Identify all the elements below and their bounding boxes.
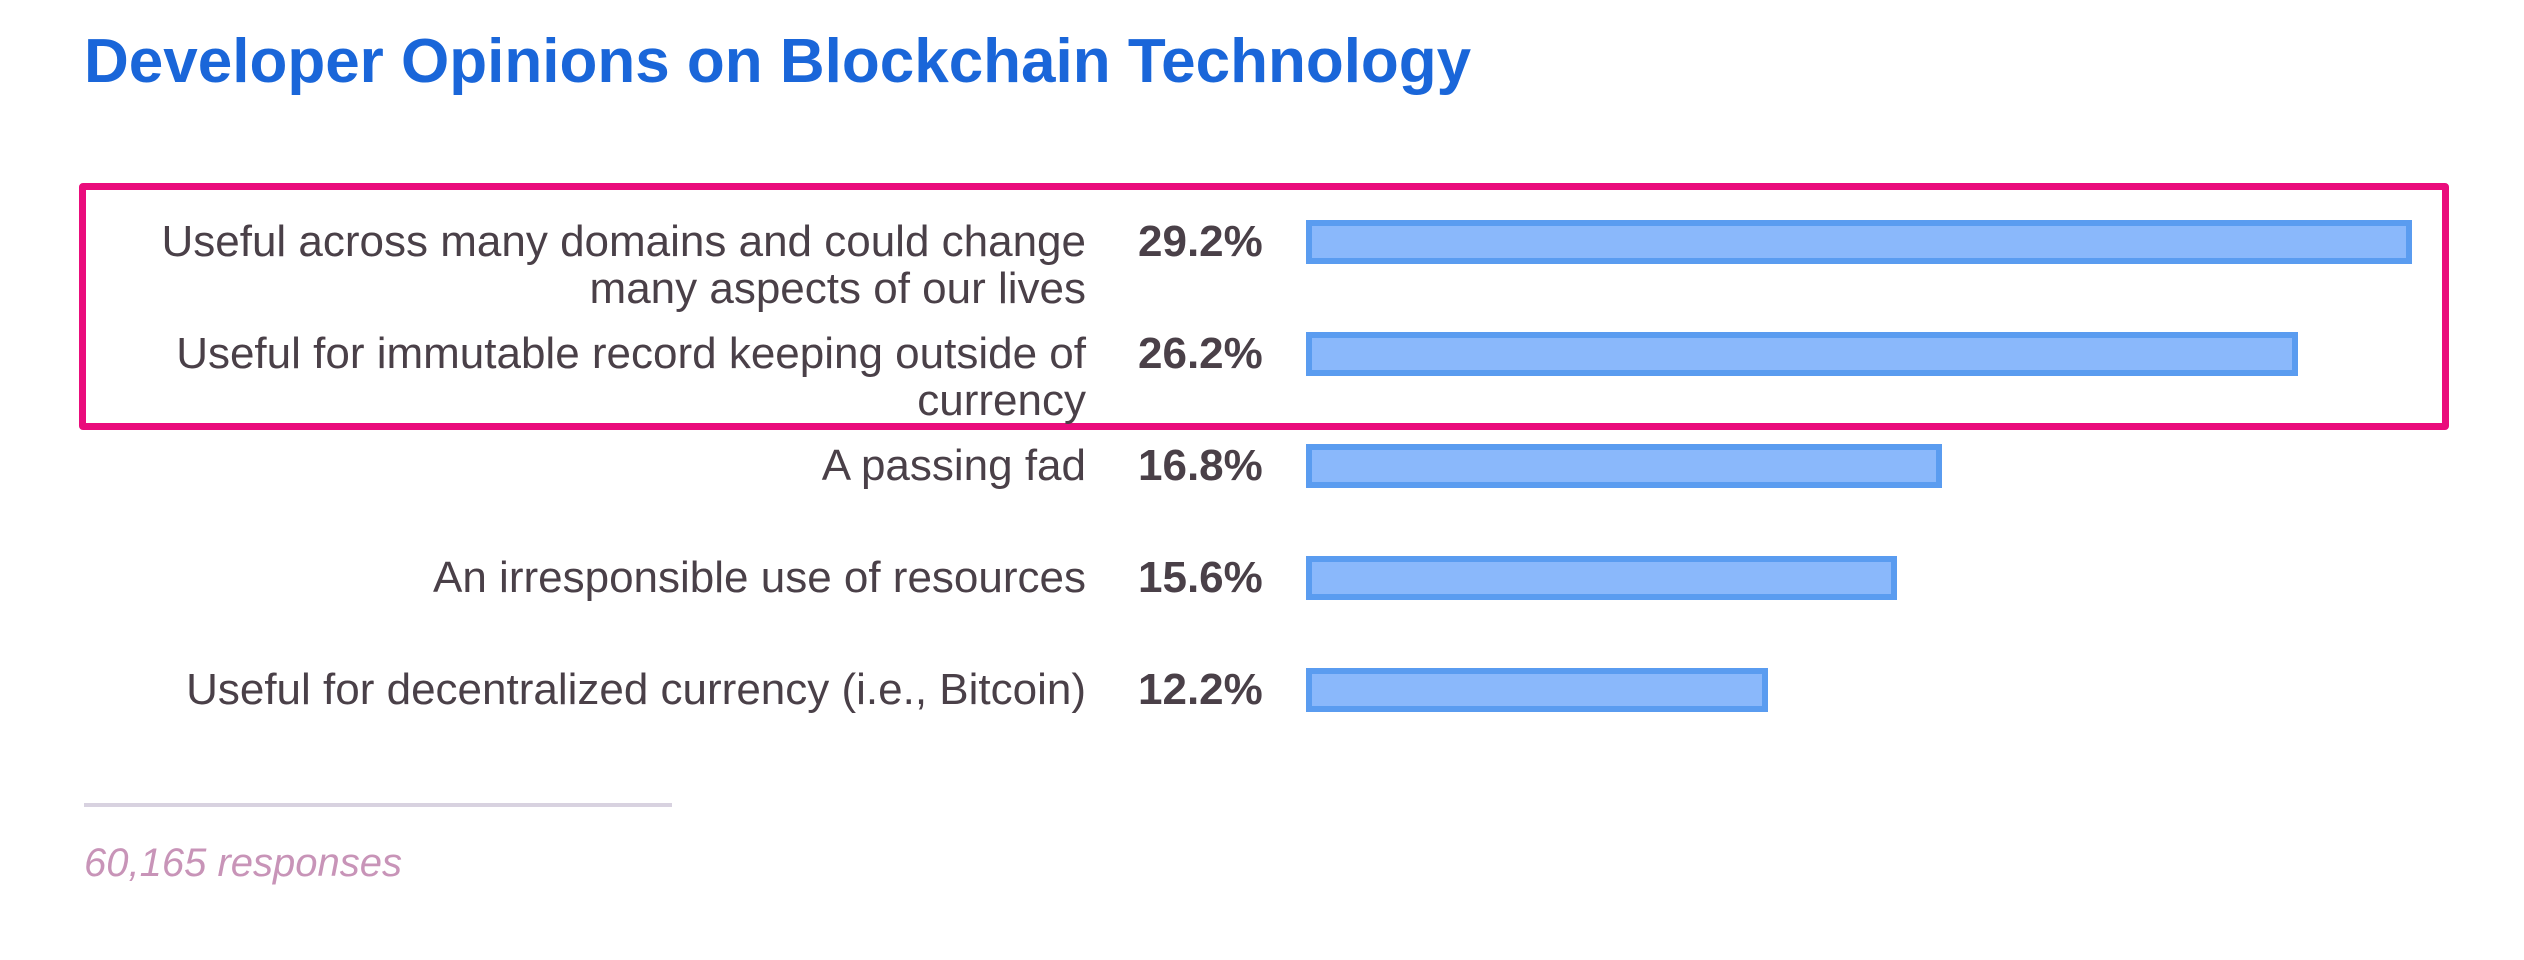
category-label: Useful for decentralized currency (i.e.,… <box>186 665 1086 714</box>
responses-count: 60,165 responses <box>84 841 403 885</box>
bar-row: Useful across many domains and could cha… <box>0 218 2524 330</box>
bar <box>1306 332 2298 376</box>
category-label: An irresponsible use of resources <box>433 553 1086 602</box>
bar-row: Useful for decentralized currency (i.e.,… <box>0 666 2524 778</box>
value-label: 26.2% <box>1138 329 1263 378</box>
category-label: A passing fad <box>821 441 1086 490</box>
bar-row: An irresponsible use of resources 15.6% <box>0 554 2524 666</box>
value-label: 16.8% <box>1138 441 1263 490</box>
footnote-divider <box>84 803 672 807</box>
bar-row: A passing fad 16.8% <box>0 442 2524 554</box>
bar <box>1306 220 2412 264</box>
category-label: Useful for immutable record keeping outs… <box>176 329 1086 425</box>
bar <box>1306 556 1897 600</box>
bar-row: Useful for immutable record keeping outs… <box>0 330 2524 442</box>
value-label: 29.2% <box>1138 217 1263 266</box>
value-label: 15.6% <box>1138 553 1263 602</box>
chart-title: Developer Opinions on Blockchain Technol… <box>84 27 1472 96</box>
bar <box>1306 444 1942 488</box>
bar <box>1306 668 1768 712</box>
category-label: Useful across many domains and could cha… <box>161 217 1086 313</box>
value-label: 12.2% <box>1138 665 1263 714</box>
highlight-box <box>79 183 2449 430</box>
